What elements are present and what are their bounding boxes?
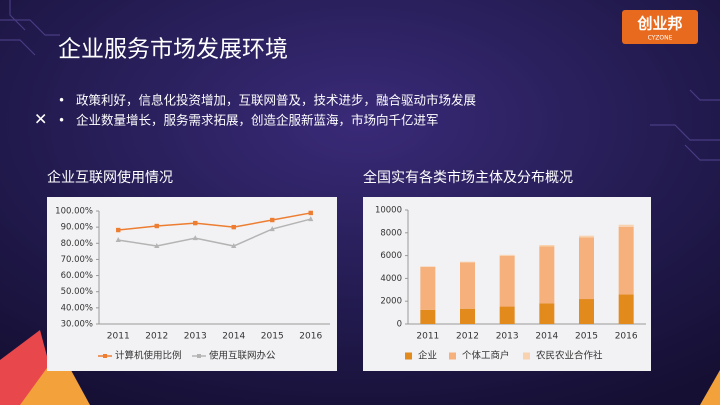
bullet-dot: • <box>58 94 65 108</box>
line <box>118 218 311 247</box>
legend-swatch <box>197 354 201 358</box>
legend-swatch <box>523 352 530 360</box>
legend-label: 使用互联网办公 <box>209 350 276 362</box>
x-tick-label: 2013 <box>496 332 519 342</box>
legend-swatch <box>449 352 456 360</box>
chart-panel <box>47 197 337 371</box>
x-tick-label: 2015 <box>261 332 284 342</box>
x-tick-label: 2013 <box>184 332 207 342</box>
bar-segment <box>579 299 594 324</box>
y-tick-label: 8000 <box>380 228 402 238</box>
slide-title: 企业服务市场发展环境 <box>58 37 288 63</box>
x-tick-label: 2016 <box>615 332 638 342</box>
x-tick-label: 2012 <box>456 332 479 342</box>
bar-segment <box>460 261 475 263</box>
x-tick-label: 2011 <box>107 332 130 342</box>
y-tick-label: 40.00% <box>61 303 93 313</box>
circuit-decoration <box>0 0 720 161</box>
y-tick-label: 4000 <box>380 274 402 284</box>
y-tick-label: 6000 <box>380 251 402 261</box>
bar-segment <box>579 235 594 238</box>
y-tick-label: 2000 <box>380 297 402 307</box>
x-tick-label: 2016 <box>299 332 322 342</box>
point <box>115 237 121 243</box>
y-tick-label: 0 <box>397 320 402 330</box>
chart-title: 企业互联网使用情况 <box>47 169 173 186</box>
logo-box <box>622 10 698 44</box>
point <box>231 224 236 230</box>
y-tick-label: 80.00% <box>61 239 93 249</box>
y-tick-label: 90.00% <box>61 223 93 233</box>
legend-swatch <box>405 352 412 360</box>
bar-segment <box>579 237 594 300</box>
y-tick-label: 30.00% <box>61 320 93 330</box>
x-tick-label: 2014 <box>535 332 558 342</box>
bullet: 政策利好，信息化投资增加，互联网普及，技术进步，融合驱动市场发展 <box>76 93 476 108</box>
point <box>116 227 121 233</box>
x-tick-label: 2014 <box>222 332 245 342</box>
point <box>154 243 160 249</box>
bar-segment <box>460 308 475 324</box>
point <box>308 210 313 216</box>
line <box>118 212 311 231</box>
point <box>308 216 314 222</box>
bar-segment <box>539 246 555 304</box>
y-tick-label: 10000 <box>375 206 402 216</box>
point <box>270 217 275 223</box>
legend-label: 农民农业合作社 <box>536 350 603 362</box>
bullet: 企业数量增长，服务需求拓展，创造企服新蓝海，市场向千亿进军 <box>76 113 439 128</box>
bar-segment <box>499 254 515 256</box>
y-tick-label: 70.00% <box>61 255 93 265</box>
point <box>231 243 237 249</box>
point <box>193 220 198 226</box>
bar-segment <box>420 266 436 267</box>
logo-sub: CYZONE <box>648 35 673 42</box>
point <box>192 235 198 241</box>
bar-segment <box>539 303 555 324</box>
point <box>154 223 159 229</box>
legend-label: 计算机使用比例 <box>115 350 182 362</box>
close-icon: ✕ <box>34 110 47 129</box>
bullet-dot: • <box>58 114 65 128</box>
decoration <box>20 350 90 405</box>
y-tick-label: 60.00% <box>61 271 93 281</box>
legend-label: 个体工商户 <box>462 350 510 362</box>
bar-segment <box>420 309 436 324</box>
x-tick-label: 2012 <box>145 332 168 342</box>
bar-segment <box>618 224 634 227</box>
bar-segment <box>499 255 515 307</box>
logo: 创业邦 <box>636 15 682 33</box>
bar-segment <box>618 294 634 324</box>
y-tick-label: 50.00% <box>61 287 93 297</box>
point <box>269 226 275 232</box>
legend-swatch <box>103 354 107 358</box>
decoration <box>700 370 720 405</box>
y-tick-label: 100.00% <box>55 207 93 217</box>
bar-segment <box>420 266 436 310</box>
x-tick-label: 2011 <box>416 332 439 342</box>
bar-segment <box>618 226 634 295</box>
charts: 企业互联网使用情况 30.00% 40.00% 50.00% 60.00% 70.00% 8… <box>47 169 651 371</box>
x-tick-label: 2015 <box>575 332 598 342</box>
bar-segment <box>499 306 515 324</box>
bar-segment <box>539 244 555 247</box>
legend-label: 企业 <box>418 350 437 362</box>
bar-segment <box>460 262 475 309</box>
chart-title: 全国实有各类市场主体及分布概况 <box>363 169 573 186</box>
